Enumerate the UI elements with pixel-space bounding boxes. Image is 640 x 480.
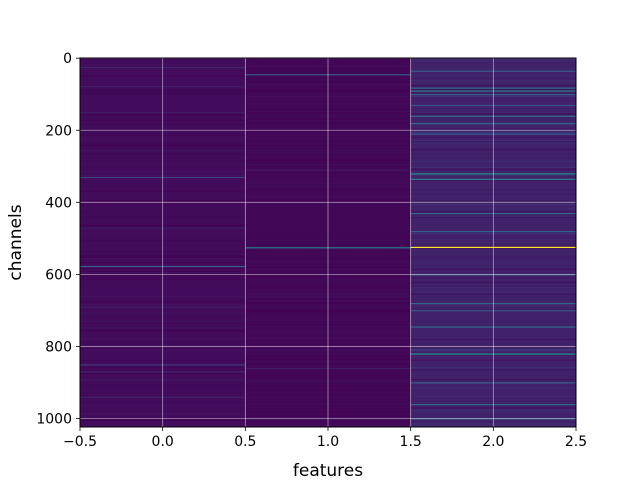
y-axis: 0 200 400 600 800 1000	[36, 51, 80, 428]
x-axis: −0.5 0.0 0.5 1.0 1.5 2.0 2.5	[63, 427, 587, 450]
x-tick-label: 0.0	[152, 434, 174, 450]
x-axis-label: features	[293, 461, 363, 480]
y-tick-label: 0	[63, 51, 72, 67]
y-tick-label: 600	[45, 267, 72, 283]
y-axis-label: channels	[6, 204, 26, 280]
y-tick-label: 200	[45, 123, 72, 139]
x-tick-label: 0.5	[234, 434, 256, 450]
x-tick-label: 1.0	[317, 434, 339, 450]
x-tick-label: 1.5	[400, 434, 422, 450]
y-tick-label: 1000	[36, 412, 72, 428]
x-tick-label: −0.5	[63, 434, 97, 450]
y-tick-label: 800	[45, 339, 72, 355]
x-tick-label: 2.5	[565, 434, 587, 450]
x-tick-label: 2.0	[482, 434, 504, 450]
y-tick-label: 400	[45, 195, 72, 211]
